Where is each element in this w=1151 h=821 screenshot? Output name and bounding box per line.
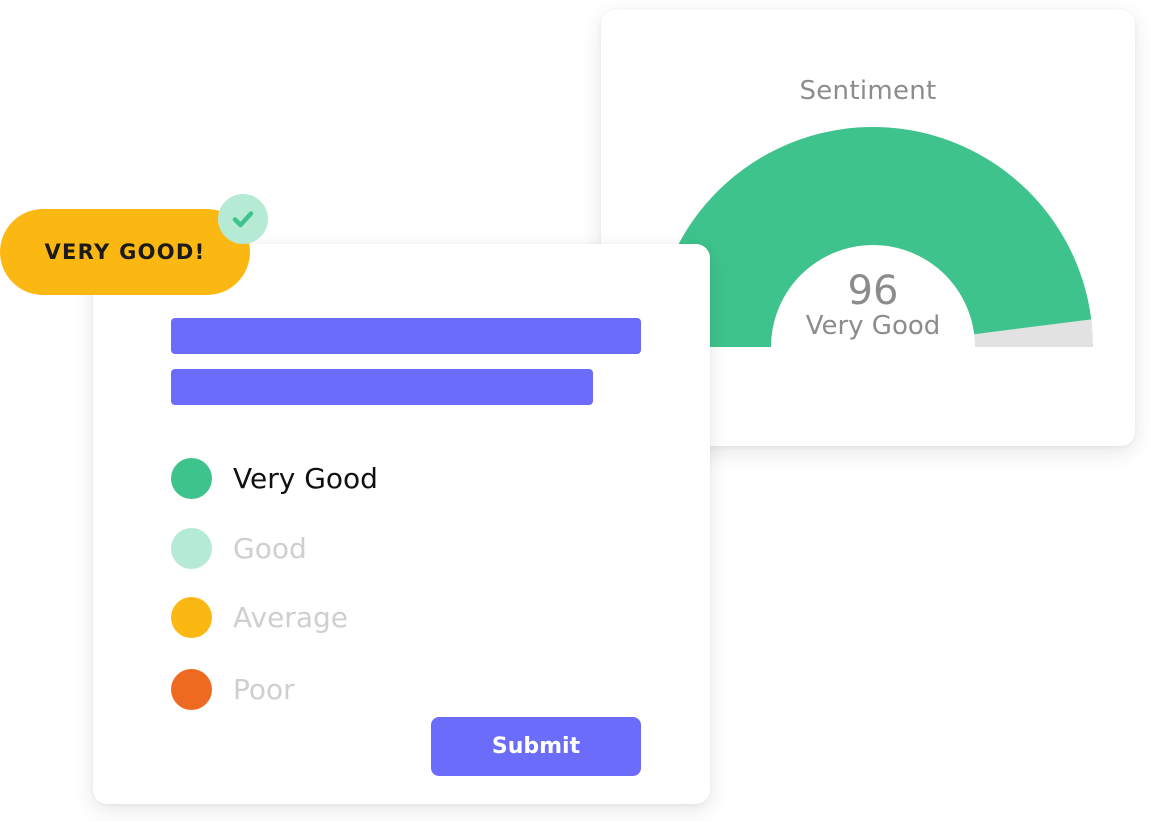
radio-dot-good[interactable] — [171, 527, 212, 569]
submit-button[interactable]: Submit — [431, 717, 641, 776]
sentiment-gauge — [653, 127, 1093, 347]
option-label: Average — [233, 600, 348, 634]
check-icon-glyph — [232, 211, 254, 228]
option-label: Good — [233, 531, 307, 565]
radio-dot-very-good[interactable] — [171, 457, 212, 499]
question-text-placeholder-2 — [171, 369, 593, 405]
survey-card: Very Good Good Average Poor Submit — [93, 244, 710, 804]
option-poor[interactable]: Poor — [171, 668, 295, 710]
gauge-fill — [653, 127, 1092, 347]
question-text-placeholder-1 — [171, 318, 641, 354]
rating-badge: VERY GOOD! — [0, 209, 250, 295]
option-label: Poor — [233, 672, 295, 706]
radio-dot-average[interactable] — [171, 596, 212, 638]
sentiment-label: Very Good — [805, 311, 941, 341]
check-icon — [218, 194, 268, 244]
radio-dot-poor[interactable] — [171, 668, 212, 710]
option-very-good[interactable]: Very Good — [171, 457, 378, 499]
option-label: Very Good — [233, 461, 378, 495]
sentiment-card: Sentiment 96 Very Good — [601, 10, 1135, 446]
sentiment-score: 96 — [847, 268, 899, 314]
option-average[interactable]: Average — [171, 596, 348, 638]
option-good[interactable]: Good — [171, 527, 307, 569]
sentiment-title: Sentiment — [799, 76, 937, 106]
